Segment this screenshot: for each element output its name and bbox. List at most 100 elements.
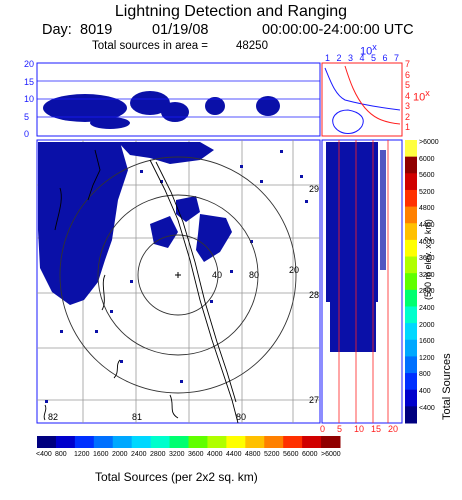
vertical-colorbar-tick-5: 4400 (419, 222, 435, 229)
vertical-colorbar-swatch-7 (405, 256, 417, 274)
colorbar-swatch-12 (264, 436, 284, 448)
vertical-colorbar-tick-12: 1600 (419, 338, 435, 346)
colorbar-tick-1: 800 (55, 451, 67, 458)
altitude-panel (36, 62, 321, 137)
colorbar-tick-9: 4000 (207, 451, 223, 458)
colorbar-tick-8: 3600 (188, 451, 204, 458)
histogram-x-tick-4: 5 (371, 53, 377, 63)
histogram-alt-tick-3: 4 (405, 90, 411, 101)
vertical-colorbar-title: Total Sources (441, 353, 453, 420)
blue-scale-exponent: 10x (360, 42, 377, 58)
histogram-panel (321, 62, 403, 137)
vertical-colorbar-swatch-9 (405, 289, 417, 307)
histogram-x-tick-0: 1 (325, 53, 331, 63)
right-panel-x-tick-0: 0 (320, 424, 326, 434)
colorbar-swatch-8 (188, 436, 208, 448)
colorbar-swatch-11 (245, 436, 265, 448)
altitude-tick-4: 0 (24, 129, 30, 139)
histogram-x-tick-2: 3 (348, 53, 354, 63)
colorbar-swatch-14 (302, 436, 322, 448)
vertical-colorbar-tick-11: 2000 (419, 321, 435, 329)
vertical-colorbar-swatch-14 (405, 373, 417, 391)
vertical-colorbar-swatch-8 (405, 273, 417, 291)
colorbar-swatch-6 (150, 436, 171, 448)
vertical-colorbar-tick-1: 6000 (419, 155, 435, 163)
colorbar-swatch-13 (283, 436, 303, 448)
colorbar-horizontal (37, 436, 341, 448)
vertical-colorbar-swatch-10 (405, 306, 417, 324)
range-label-20: 20 (289, 265, 300, 275)
vertical-colorbar-tick-10: 2400 (419, 305, 435, 312)
total-sources-value: 48250 (236, 40, 268, 52)
vertical-colorbar-swatch-16 (405, 406, 417, 424)
vertical-colorbar-swatch-1 (405, 156, 417, 174)
histogram-alt-tick-0: 7 (405, 59, 411, 69)
colorbar-vertical (405, 140, 417, 424)
range-label-40: 40 (212, 270, 223, 280)
right-panel-x-tick-3: 15 (371, 424, 382, 434)
colorbar-tick-2: 1200 (74, 451, 90, 458)
histogram-x-tick-1: 2 (336, 53, 342, 63)
vertical-colorbar-tick-13: 1200 (419, 354, 435, 362)
colorbar-tick-13: 5600 (283, 451, 299, 458)
colorbar-tick-5: 2400 (131, 451, 147, 458)
colorbar-swatch-9 (207, 436, 227, 448)
vertical-colorbar-tick-4: 4800 (419, 205, 435, 213)
colorbar-tick-14: 6000 (302, 451, 318, 458)
colorbar-swatch-0 (37, 436, 57, 448)
right-panel-x-tick-2: 10 (354, 424, 365, 434)
vertical-colorbar-tick-15: 400 (419, 388, 431, 395)
altitude-tick-2: 10 (24, 94, 35, 104)
lat-label-28: 28 (309, 290, 320, 300)
vertical-colorbar-swatch-3 (405, 189, 417, 208)
vertical-colorbar-swatch-13 (405, 356, 417, 374)
histogram-x-tick-6: 7 (394, 53, 400, 63)
colorbar-swatch-2 (74, 436, 95, 448)
vertical-colorbar-swatch-15 (405, 389, 417, 407)
date-value: 01/19/08 (152, 22, 209, 38)
colorbar-swatch-10 (226, 436, 246, 448)
map-panel (36, 139, 321, 424)
vertical-colorbar-tick-0: >6000 (419, 139, 439, 146)
vertical-colorbar-swatch-0 (405, 140, 417, 158)
time-range: 00:00:00-24:00:00 UTC (262, 22, 414, 38)
right-panel-x-tick-4: 20 (388, 424, 399, 434)
colorbar-tick-6: 2800 (150, 451, 166, 458)
right-panel-x-tick-1: 5 (337, 424, 343, 434)
vertical-colorbar-swatch-12 (405, 339, 417, 357)
vertical-colorbar-swatch-2 (405, 173, 417, 191)
histogram-alt-tick-1: 6 (405, 69, 411, 80)
red-scale-exponent: 10x (413, 88, 430, 104)
vertical-colorbar-swatch-5 (405, 223, 417, 241)
altitude-tick-3: 5 (24, 111, 30, 122)
vertical-colorbar-tick-2: 5600 (419, 172, 435, 180)
total-sources-label: Total sources in area = (92, 40, 209, 52)
vertical-colorbar-tick-14: 800 (419, 371, 431, 379)
colorbar-tick-11: 4800 (245, 451, 261, 458)
lat-label-27: 27 (309, 395, 320, 405)
lon-label-80: 80 (236, 412, 247, 422)
day-label: Day: (42, 22, 72, 38)
histogram-alt-tick-6: 1 (405, 122, 411, 132)
latitude-altitude-panel (321, 139, 403, 424)
range-label-80: 80 (249, 270, 260, 280)
lon-label-81: 81 (132, 412, 143, 422)
page-title: Lightning Detection and Ranging (114, 3, 348, 20)
colorbar-title: Total Sources (per 2x2 sq. km) (95, 470, 258, 484)
lon-label-82: 82 (48, 412, 59, 422)
histogram-alt-tick-5: 2 (405, 111, 411, 122)
vertical-colorbar-tick-16: <400 (419, 404, 435, 412)
colorbar-tick-3: 1600 (93, 451, 109, 458)
vertical-colorbar-tick-9: 2800 (419, 288, 435, 296)
histogram-alt-tick-2: 5 (405, 80, 411, 90)
altitude-tick-0: 20 (24, 59, 35, 69)
vertical-colorbar-tick-6: 4000 (419, 238, 435, 246)
colorbar-swatch-4 (112, 436, 133, 448)
colorbar-tick-10: 4400 (226, 451, 242, 458)
histogram-alt-tick-4: 3 (405, 101, 411, 111)
vertical-colorbar-swatch-6 (405, 239, 417, 258)
colorbar-tick-15: >6000 (321, 451, 341, 458)
vertical-colorbar-subtitle: (500 m elev. x 2 km) (423, 219, 433, 300)
colorbar-swatch-15 (321, 436, 341, 448)
